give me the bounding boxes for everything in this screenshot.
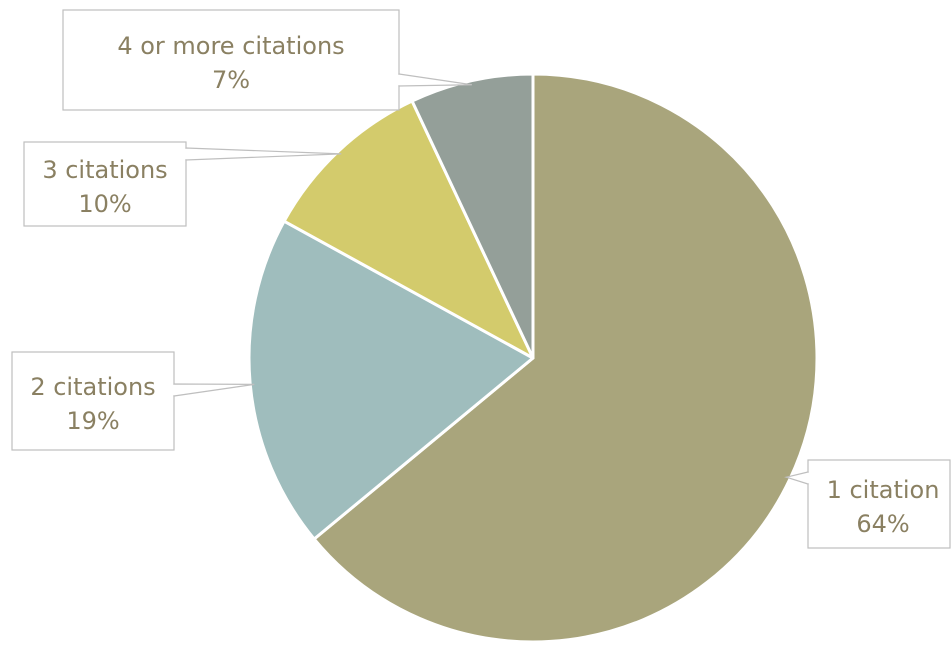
- callout-box: [23, 141, 187, 227]
- slice-value-label: 10%: [78, 190, 131, 218]
- pie-callouts: 1 citation 64% 2 citations 19% 3 citations 10…: [11, 9, 951, 549]
- callout-box: [11, 351, 175, 451]
- slice-value-label: 64%: [856, 510, 909, 538]
- callout-2-citations: 2 citations 19%: [11, 351, 255, 451]
- slice-label: 3 citations: [42, 156, 167, 184]
- pie-slice-4-or-more-citations: [410, 72, 535, 360]
- callout-pointer: [398, 73, 473, 87]
- callout-4-or-more-citations: 4 or more citations 7%: [62, 9, 473, 111]
- callout-pointer: [185, 147, 342, 161]
- callout-pointer: [173, 383, 255, 397]
- slice-label: 1 citation: [827, 476, 940, 504]
- slice-value-label: 7%: [212, 66, 250, 94]
- slice-label: 4 or more citations: [117, 32, 344, 60]
- pie-slice-3-citations: [282, 99, 535, 360]
- callout-box: [807, 459, 951, 549]
- slice-label: 2 citations: [30, 373, 155, 401]
- callout-1-citation: 1 citation 64%: [784, 459, 951, 549]
- slice-value-label: 19%: [66, 407, 119, 435]
- callout-box: [62, 9, 400, 111]
- callout-3-citations: 3 citations 10%: [23, 141, 342, 227]
- pie-slices: [247, 72, 819, 644]
